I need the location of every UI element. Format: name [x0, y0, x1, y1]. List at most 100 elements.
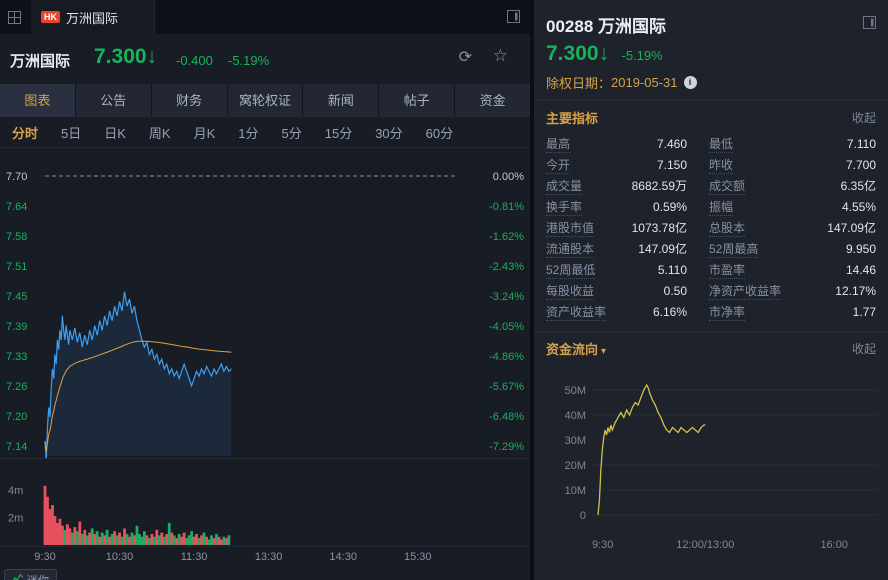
svg-text:2m: 2m — [8, 512, 23, 524]
indicators-grid: 最高 7.460 最低 7.110 今开 7.150 昨收 7.700 成交量 8682.59万 成… — [546, 134, 876, 323]
quote-detail-panel: 00288 万洲国际 7.300↓ -5.19% 除权日期： 2019-05-31… — [534, 0, 888, 580]
svg-text:7.64: 7.64 — [6, 201, 27, 213]
ex-dividend-label: 除权日期： — [546, 75, 612, 91]
indicator-label: 成交额 — [709, 179, 746, 195]
refresh-icon[interactable]: ⟳ — [458, 49, 472, 66]
indicator-value: 7.110 — [846, 137, 876, 151]
period-tab-9[interactable]: 60分 — [425, 125, 454, 141]
nav-tab-5[interactable]: 帖子 — [379, 84, 455, 117]
indicator-label: 52周最低 — [546, 263, 596, 279]
divider — [534, 331, 888, 332]
indicator-label: 最低 — [709, 137, 734, 153]
quote-header: 万洲国际 7.300↓ -0.400 -5.19% ⟳ ☆ — [0, 34, 530, 84]
period-tab-0[interactable]: 分时 — [12, 125, 39, 141]
indicator-value: 5.110 — [657, 263, 687, 277]
collapse-panel-icon[interactable] — [507, 10, 520, 28]
indicator-value: 6.16% — [652, 305, 687, 319]
indicator-label: 每股收益 — [546, 284, 595, 300]
stock-name: 万洲国际 — [598, 17, 667, 36]
chart-panel: HK 万洲国际 万洲国际 7.300↓ -0.400 -5.19% ⟳ ☆ 图表… — [0, 0, 531, 580]
flow-title: 资金流向 — [546, 342, 599, 357]
svg-text:0.00%: 0.00% — [493, 171, 524, 183]
expand-panel-icon[interactable] — [863, 14, 876, 34]
svg-text:30M: 30M — [565, 435, 586, 447]
nav-tab-2[interactable]: 财务 — [151, 84, 227, 117]
nav-tab-3[interactable]: 窝轮权证 — [227, 84, 303, 117]
mini-quote-toggle[interactable]: 迷你 — [4, 569, 57, 580]
nav-tab-6[interactable]: 资金 — [455, 84, 531, 117]
indicator-value: 147.09亿 — [827, 221, 876, 235]
intraday-chart[interactable]: 7.70 7.64 7.58 7.51 7.45 7.39 7.33 7.26 7.20 7.14… — [0, 148, 530, 461]
svg-text:9:30: 9:30 — [592, 539, 613, 551]
period-tab-4[interactable]: 月K — [193, 125, 216, 141]
indicator-value: 8682.59万 — [631, 179, 687, 193]
indicator-value: 147.09亿 — [638, 242, 687, 256]
svg-text:7.51: 7.51 — [6, 261, 27, 273]
nav-tab-4[interactable]: 新闻 — [303, 84, 379, 117]
period-tab-2[interactable]: 日K — [104, 125, 126, 141]
indicators-section-header: 主要指标 收起 — [546, 108, 876, 128]
svg-text:-2.43%: -2.43% — [489, 261, 524, 273]
indicators-collapse-button[interactable]: 收起 — [851, 111, 876, 125]
indicator-value: 14.46 — [845, 263, 876, 277]
layout-grid-icon[interactable] — [8, 10, 21, 24]
hk-market-badge: HK — [41, 10, 60, 24]
svg-text:-4.05%: -4.05% — [489, 321, 524, 333]
time-axis: 9:30 10:30 11:30 13:30 14:30 15:30 — [0, 546, 530, 567]
svg-text:-1.62%: -1.62% — [489, 231, 524, 243]
period-tab-3[interactable]: 周K — [148, 125, 171, 141]
favorite-star-icon[interactable]: ☆ — [492, 46, 508, 65]
price-change: -0.400 — [176, 53, 213, 68]
time-axis-label: 14:30 — [329, 551, 357, 563]
svg-text:7.33: 7.33 — [6, 351, 27, 363]
last-price: 7.300↓ — [94, 45, 158, 68]
mini-toggle-label: 迷你 — [27, 572, 49, 580]
nav-tab-0[interactable]: 图表 — [0, 84, 75, 117]
period-tab-8[interactable]: 30分 — [375, 125, 403, 141]
indicator-label: 市盈率 — [709, 263, 746, 279]
indicator-label: 换手率 — [546, 200, 583, 216]
divider — [534, 100, 888, 101]
svg-text:7.58: 7.58 — [6, 231, 27, 243]
indicator-value: 6.35亿 — [840, 179, 876, 193]
info-icon[interactable]: i — [683, 75, 697, 89]
svg-text:-3.24%: -3.24% — [489, 291, 524, 303]
svg-text:10M: 10M — [565, 485, 586, 497]
svg-text:-0.81%: -0.81% — [489, 201, 524, 213]
svg-text:40M: 40M — [565, 410, 586, 422]
svg-text:7.14: 7.14 — [6, 441, 27, 453]
price-change-pct: -5.19% — [228, 53, 270, 68]
indicator-label: 总股本 — [709, 221, 746, 237]
last-price: 7.300↓ — [546, 42, 610, 65]
svg-text:7.45: 7.45 — [6, 291, 27, 303]
svg-text:7.70: 7.70 — [6, 171, 27, 183]
stock-tab[interactable]: HK 万洲国际 — [31, 0, 156, 34]
stock-code: 00288 — [546, 17, 594, 36]
capital-flow-chart[interactable]: 50M 40M 30M 20M 10M 0 9:30 12:00/13:00 16:00 — [534, 362, 888, 576]
indicator-label: 振幅 — [709, 200, 734, 216]
flow-collapse-button[interactable]: 收起 — [851, 342, 876, 356]
nav-tab-1[interactable]: 公告 — [75, 84, 151, 117]
svg-text:7.39: 7.39 — [6, 321, 27, 333]
indicator-value: 7.150 — [656, 158, 687, 172]
time-axis-label: 9:30 — [34, 551, 56, 563]
period-tab-7[interactable]: 15分 — [324, 125, 353, 141]
indicators-title: 主要指标 — [546, 111, 599, 126]
ex-dividend-row: 除权日期： 2019-05-31 i — [546, 72, 876, 92]
svg-text:-6.48%: -6.48% — [489, 411, 524, 423]
indicator-label: 市净率 — [709, 305, 746, 321]
tab-label: 万洲国际 — [66, 10, 119, 26]
indicator-label: 今开 — [546, 158, 571, 174]
window-tab-bar: HK 万洲国际 — [0, 0, 530, 34]
period-tab-1[interactable]: 5日 — [61, 125, 82, 141]
period-tab-6[interactable]: 5分 — [281, 125, 302, 141]
svg-text:12:00/13:00: 12:00/13:00 — [676, 539, 734, 551]
indicator-label: 最高 — [546, 137, 571, 153]
price-direction-arrow: ↓ — [146, 45, 158, 68]
period-tab-5[interactable]: 1分 — [238, 125, 259, 141]
caret-down-icon[interactable]: ▾ — [601, 346, 607, 357]
volume-chart[interactable]: 4m 2m — [0, 458, 530, 547]
time-axis-label: 13:30 — [254, 551, 283, 563]
svg-text:-4.86%: -4.86% — [489, 351, 524, 363]
svg-text:16:00: 16:00 — [820, 539, 848, 551]
